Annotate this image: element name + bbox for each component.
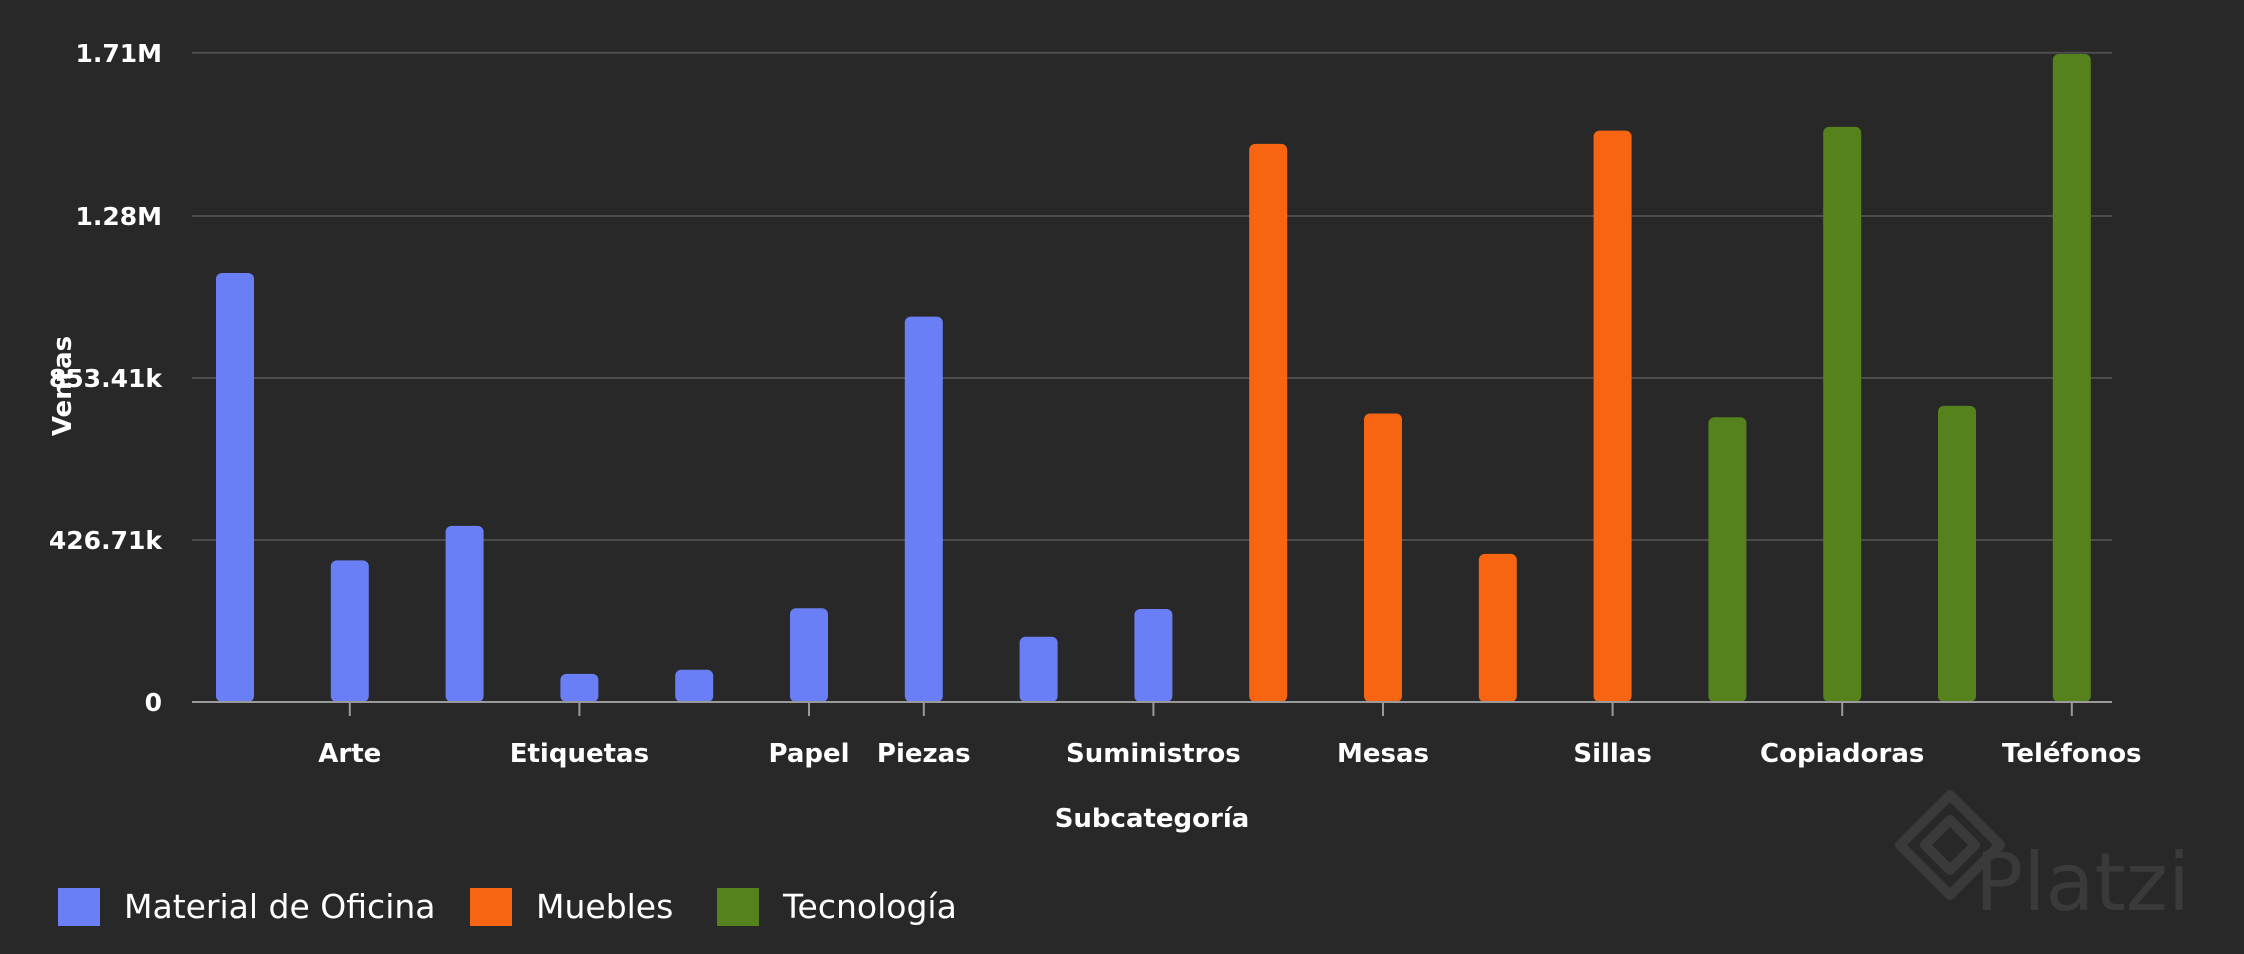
- bar-12[interactable]: [1593, 130, 1632, 702]
- legend-swatch: [58, 888, 100, 926]
- y-tick-label: 1.71M: [75, 39, 162, 68]
- bar-5[interactable]: [790, 608, 828, 702]
- bar-9[interactable]: [1249, 143, 1288, 702]
- x-tick-label: Suministros: [1066, 739, 1241, 769]
- legend-item[interactable]: Tecnología: [717, 887, 957, 926]
- x-tick-label: Arte: [318, 739, 381, 769]
- x-tick-label: Piezas: [877, 739, 971, 769]
- bar-0[interactable]: [216, 272, 254, 702]
- y-tick-label: 426.71k: [49, 526, 163, 555]
- x-tick-label: Papel: [768, 739, 849, 769]
- bar-3[interactable]: [560, 673, 599, 702]
- y-axis-title: Ventas: [48, 336, 78, 436]
- bar-14[interactable]: [1823, 126, 1862, 703]
- platzi-watermark: Platzi: [1895, 790, 2190, 929]
- legend-swatch: [470, 888, 512, 926]
- legend[interactable]: Material de Oficina Muebles Tecnología: [58, 887, 957, 926]
- bar-6[interactable]: [904, 316, 943, 702]
- x-tick-label: Mesas: [1337, 739, 1429, 769]
- x-tick-label: Etiquetas: [510, 739, 649, 769]
- legend-swatch: [717, 888, 759, 926]
- bar-16[interactable]: [2052, 54, 2091, 702]
- legend-item[interactable]: Material de Oficina: [58, 887, 436, 926]
- bar-7[interactable]: [1019, 636, 1058, 702]
- legend-label: Muebles: [536, 887, 673, 926]
- y-axis-ticks: 0 426.71k 853.41k 1.28M 1.71M: [49, 39, 163, 717]
- bar-8[interactable]: [1134, 608, 1173, 702]
- x-axis-title: Subcategoría: [1055, 804, 1250, 834]
- y-tick-label: 853.41k: [49, 364, 163, 393]
- bar-13[interactable]: [1708, 417, 1747, 702]
- bars: [216, 54, 2091, 703]
- bar-15[interactable]: [1938, 405, 1976, 702]
- legend-label: Material de Oficina: [124, 887, 436, 926]
- x-tick-label: Copiadoras: [1760, 739, 1924, 769]
- bar-1[interactable]: [330, 560, 369, 702]
- x-axis-ticks: Arte Etiquetas Papel Piezas Suministros Mesas…: [318, 702, 2142, 769]
- gridlines: [192, 51, 2112, 541]
- legend-item[interactable]: Muebles: [470, 887, 673, 926]
- bar-2[interactable]: [445, 525, 484, 702]
- x-tick-label: Teléfonos: [2002, 739, 2141, 769]
- watermark-text: Platzi: [1975, 836, 2190, 929]
- platzi-logo-icon: [1895, 790, 2005, 900]
- y-tick-label: 1.28M: [75, 202, 162, 231]
- bar-4[interactable]: [675, 669, 714, 702]
- y-tick-label: 0: [145, 688, 162, 717]
- legend-label: Tecnología: [782, 887, 957, 926]
- bar-10[interactable]: [1364, 413, 1402, 702]
- bar-11[interactable]: [1478, 553, 1517, 702]
- x-tick-label: Sillas: [1573, 739, 1651, 769]
